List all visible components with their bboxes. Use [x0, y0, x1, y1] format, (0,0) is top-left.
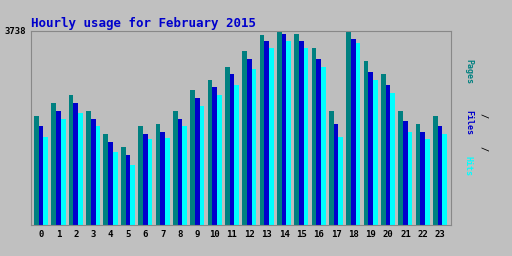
Bar: [217, 95, 222, 225]
Text: Pages: Pages: [464, 59, 473, 84]
Bar: [312, 48, 316, 225]
Bar: [425, 140, 430, 225]
Bar: [398, 111, 403, 225]
Bar: [264, 40, 269, 225]
Bar: [242, 51, 247, 225]
Bar: [74, 103, 78, 225]
Bar: [438, 126, 442, 225]
Bar: [195, 98, 200, 225]
Bar: [364, 61, 369, 225]
Bar: [51, 103, 56, 225]
Bar: [247, 59, 252, 225]
Bar: [147, 140, 152, 225]
Text: Hourly usage for February 2015: Hourly usage for February 2015: [31, 17, 255, 29]
Bar: [69, 95, 74, 225]
Bar: [391, 93, 395, 225]
Bar: [269, 48, 274, 225]
Text: /: /: [479, 146, 488, 151]
Bar: [56, 111, 61, 225]
Bar: [113, 152, 118, 225]
Bar: [408, 132, 413, 225]
Bar: [165, 138, 169, 225]
Bar: [182, 126, 187, 225]
Text: /: /: [479, 113, 488, 118]
Bar: [212, 87, 217, 225]
Bar: [282, 34, 286, 225]
Bar: [442, 134, 447, 225]
Bar: [420, 132, 425, 225]
Bar: [108, 142, 113, 225]
Bar: [178, 119, 182, 225]
Bar: [160, 132, 165, 225]
Bar: [103, 134, 108, 225]
Bar: [156, 124, 160, 225]
Bar: [138, 126, 143, 225]
Text: Hits: Hits: [464, 156, 473, 176]
Bar: [125, 155, 130, 225]
Bar: [78, 113, 83, 225]
Bar: [96, 126, 100, 225]
Bar: [121, 147, 125, 225]
Text: Files: Files: [464, 110, 473, 135]
Bar: [329, 111, 334, 225]
Bar: [286, 40, 291, 225]
Bar: [321, 67, 326, 225]
Bar: [91, 119, 96, 225]
Bar: [338, 137, 343, 225]
Bar: [234, 85, 239, 225]
Bar: [294, 34, 299, 225]
Bar: [61, 119, 66, 225]
Bar: [143, 134, 147, 225]
Bar: [225, 67, 229, 225]
Bar: [277, 31, 282, 225]
Bar: [334, 124, 338, 225]
Bar: [433, 116, 438, 225]
Bar: [39, 126, 44, 225]
Bar: [190, 90, 195, 225]
Bar: [252, 69, 257, 225]
Bar: [207, 80, 212, 225]
Bar: [403, 121, 408, 225]
Bar: [386, 85, 391, 225]
Bar: [34, 116, 39, 225]
Bar: [200, 105, 204, 225]
Bar: [130, 165, 135, 225]
Bar: [381, 74, 386, 225]
Bar: [173, 111, 178, 225]
Bar: [347, 31, 351, 225]
Bar: [316, 59, 321, 225]
Bar: [373, 80, 378, 225]
Bar: [229, 74, 234, 225]
Bar: [351, 39, 356, 225]
Bar: [260, 35, 264, 225]
Bar: [356, 43, 360, 225]
Bar: [299, 40, 304, 225]
Bar: [86, 111, 91, 225]
Bar: [369, 72, 373, 225]
Bar: [304, 48, 308, 225]
Bar: [44, 137, 48, 225]
Bar: [416, 124, 420, 225]
